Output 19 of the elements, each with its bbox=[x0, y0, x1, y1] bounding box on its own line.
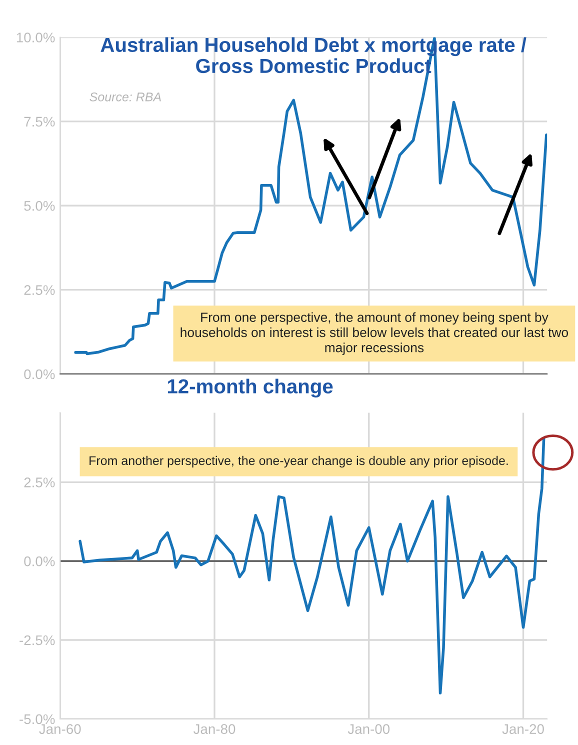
y-tick-label: 5.0% bbox=[24, 200, 55, 211]
y-tick-label: -5.0% bbox=[20, 714, 55, 724]
annotation: Source: RBA bbox=[90, 92, 161, 102]
x-tick-label: Jan-80 bbox=[193, 724, 236, 734]
chart-title: 12-month change bbox=[168, 378, 333, 398]
x-tick-label: Jan-60 bbox=[39, 724, 81, 734]
x-tick-label: Jan-20 bbox=[502, 724, 544, 734]
y-tick-label: 0.0% bbox=[24, 369, 55, 380]
y-tick-label: 10.0% bbox=[16, 32, 55, 42]
y-tick-label: 0.0% bbox=[24, 556, 55, 566]
annotation: From another perspective, the one-year change is double any prior episode. bbox=[90, 456, 508, 468]
y-tick-label: 7.5% bbox=[24, 116, 55, 127]
x-tick-label: Jan-00 bbox=[348, 724, 390, 734]
y-tick-label: 2.5% bbox=[24, 478, 55, 488]
line-series bbox=[78, 436, 546, 694]
y-tick-label: 2.5% bbox=[24, 285, 55, 295]
y-tick-label: -2.5% bbox=[20, 635, 55, 646]
annotation: From one perspective, the amount of money being spent by households on interest is still below levels that created our last two major recessions bbox=[180, 312, 568, 355]
line-series bbox=[74, 37, 548, 356]
